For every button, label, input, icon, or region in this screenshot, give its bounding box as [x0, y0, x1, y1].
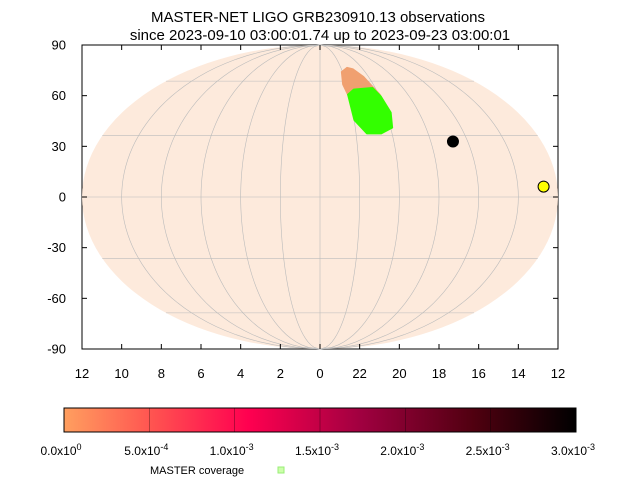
sun-marker: [537, 180, 550, 193]
chart-title-line-1: MASTER-NET LIGO GRB230910.13 observation…: [151, 9, 485, 26]
x-tick-label: 0: [316, 366, 323, 381]
x-tick-label: 12: [75, 366, 89, 381]
colorbar-tick-label: 1.0x10-3: [210, 442, 254, 458]
x-axis-ticks: 12 10 8 6 4 2 0 22 20 18 16 14 12: [75, 45, 565, 381]
x-tick-label: 22: [352, 366, 366, 381]
colorbar-tick-label: 2.0x10-3: [380, 442, 424, 458]
colorbar-tick-exponent: -3: [331, 442, 339, 452]
x-tick-label: 4: [237, 366, 244, 381]
colorbar-tick-exponent: -3: [246, 442, 254, 452]
y-tick-label: 30: [52, 139, 66, 154]
x-tick-label: 12: [551, 366, 565, 381]
moon-marker: [446, 135, 459, 148]
x-tick-label: 16: [471, 366, 485, 381]
sky-markers: [446, 135, 550, 193]
x-tick-label: 18: [432, 366, 446, 381]
x-tick-label: 6: [197, 366, 204, 381]
colorbar-tick-exponent: -3: [416, 442, 424, 452]
x-tick-label: 2: [277, 366, 284, 381]
colorbar-tick-exponent: -4: [160, 442, 168, 452]
y-axis-ticks: 90 60 30 0 -30 -60 -90: [47, 38, 558, 357]
y-tick-label: -60: [47, 291, 66, 306]
colorbar-tick-exponent: 0: [77, 442, 82, 452]
y-tick-label: -90: [47, 342, 66, 357]
x-tick-label: 14: [511, 366, 525, 381]
legend-label: MASTER coverage: [150, 465, 244, 477]
colorbar-tick-label: 1.5x10-3: [295, 442, 339, 458]
y-tick-label: -30: [47, 240, 66, 255]
y-tick-label: 0: [59, 190, 66, 205]
master-coverage-region: [347, 86, 394, 135]
colorbar-tick-exponent: -3: [502, 442, 510, 452]
colorbar-tick-label: 2.5x10-3: [466, 442, 510, 458]
colorbar-tick-exponent: -3: [587, 442, 595, 452]
y-tick-label: 60: [52, 88, 66, 103]
sky-regions: [340, 66, 394, 135]
x-tick-label: 10: [114, 366, 128, 381]
x-tick-label: 8: [158, 366, 165, 381]
colorbar-tick-label: 0.0x100: [40, 442, 81, 458]
colorbar-tick-label: 3.0x10-3: [551, 442, 595, 458]
colorbar-tick-label: 5.0x10-4: [124, 442, 168, 458]
y-tick-label: 90: [52, 38, 66, 53]
colorbar-ticks: 0.0x100 5.0x10-4 1.0x10-3 1.5x10-3 2.0x10-3 2…: [40, 408, 595, 458]
legend-swatch: [277, 466, 285, 474]
x-tick-label: 20: [392, 366, 406, 381]
chart-title-line-2: since 2023-09-10 03:00:01.74 up to 2023-…: [130, 27, 510, 44]
